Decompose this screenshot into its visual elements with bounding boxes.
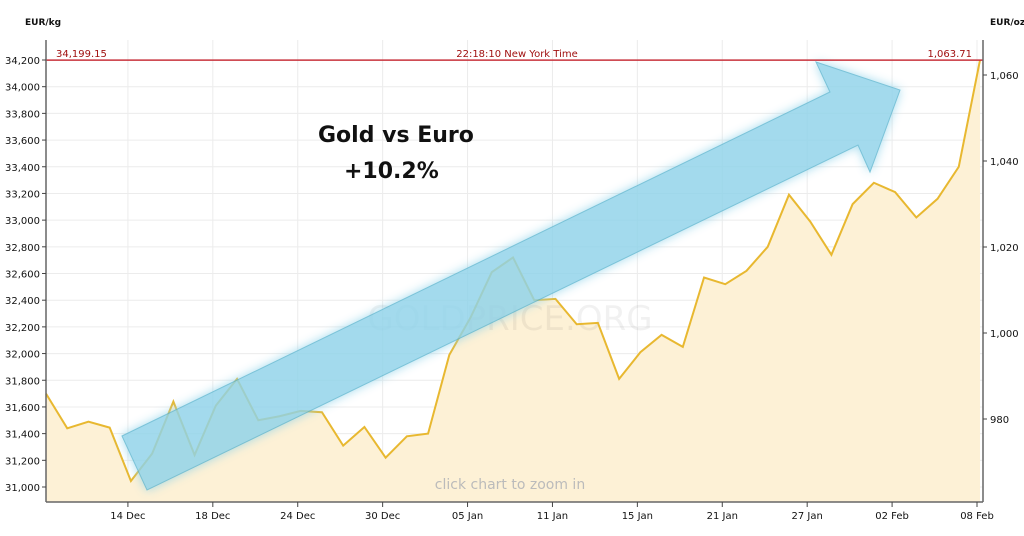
y-tick-label-left: 33,000 xyxy=(5,216,40,227)
chart-title: Gold vs Euro xyxy=(318,123,474,148)
zoom-hint[interactable]: click chart to zoom in xyxy=(435,477,585,493)
x-tick-label: 08 Feb xyxy=(960,511,994,522)
current-value-left: 34,199.15 xyxy=(56,49,107,60)
y-tick-label-right: 1,060 xyxy=(990,71,1019,82)
x-tick-label: 18 Dec xyxy=(195,511,230,522)
y-tick-label-left: 32,400 xyxy=(5,296,40,307)
y-tick-label-left: 31,400 xyxy=(5,430,40,441)
x-tick-label: 30 Dec xyxy=(365,511,400,522)
x-tick-label: 02 Feb xyxy=(875,511,909,522)
x-tick-label: 15 Jan xyxy=(622,511,653,522)
left-axis-label: EUR/kg xyxy=(25,18,61,28)
y-tick-label-left: 34,000 xyxy=(5,83,40,94)
y-tick-label-left: 33,800 xyxy=(5,109,40,120)
right-axis-label: EUR/oz xyxy=(990,18,1024,28)
y-tick-label-left: 31,600 xyxy=(5,403,40,414)
y-tick-label-left: 33,600 xyxy=(5,136,40,147)
y-tick-label-left: 33,400 xyxy=(5,163,40,174)
x-tick-label: 05 Jan xyxy=(452,511,483,522)
x-tick-label: 14 Dec xyxy=(110,511,145,522)
y-tick-label-right: 1,000 xyxy=(990,329,1019,340)
y-tick-label-left: 33,200 xyxy=(5,189,40,200)
y-tick-label-left: 32,000 xyxy=(5,350,40,361)
chart-subtitle: +10.2% xyxy=(344,159,439,184)
current-value-right: 1,063.71 xyxy=(927,49,972,60)
y-tick-label-right: 1,040 xyxy=(990,157,1019,168)
y-tick-label-right: 980 xyxy=(990,415,1009,426)
y-tick-label-right: 1,020 xyxy=(990,243,1019,254)
y-tick-label-left: 32,600 xyxy=(5,270,40,281)
y-tick-label-left: 32,200 xyxy=(5,323,40,334)
x-tick-label: 21 Jan xyxy=(707,511,738,522)
x-tick-label: 11 Jan xyxy=(537,511,568,522)
y-tick-label-left: 32,800 xyxy=(5,243,40,254)
x-tick-label: 27 Jan xyxy=(792,511,823,522)
y-tick-label-left: 31,200 xyxy=(5,456,40,467)
y-tick-label-left: 31,800 xyxy=(5,376,40,387)
x-tick-label: 24 Dec xyxy=(280,511,315,522)
y-tick-label-left: 34,200 xyxy=(5,56,40,67)
time-label: 22:18:10 New York Time xyxy=(456,49,578,60)
y-tick-label-left: 31,000 xyxy=(5,483,40,494)
